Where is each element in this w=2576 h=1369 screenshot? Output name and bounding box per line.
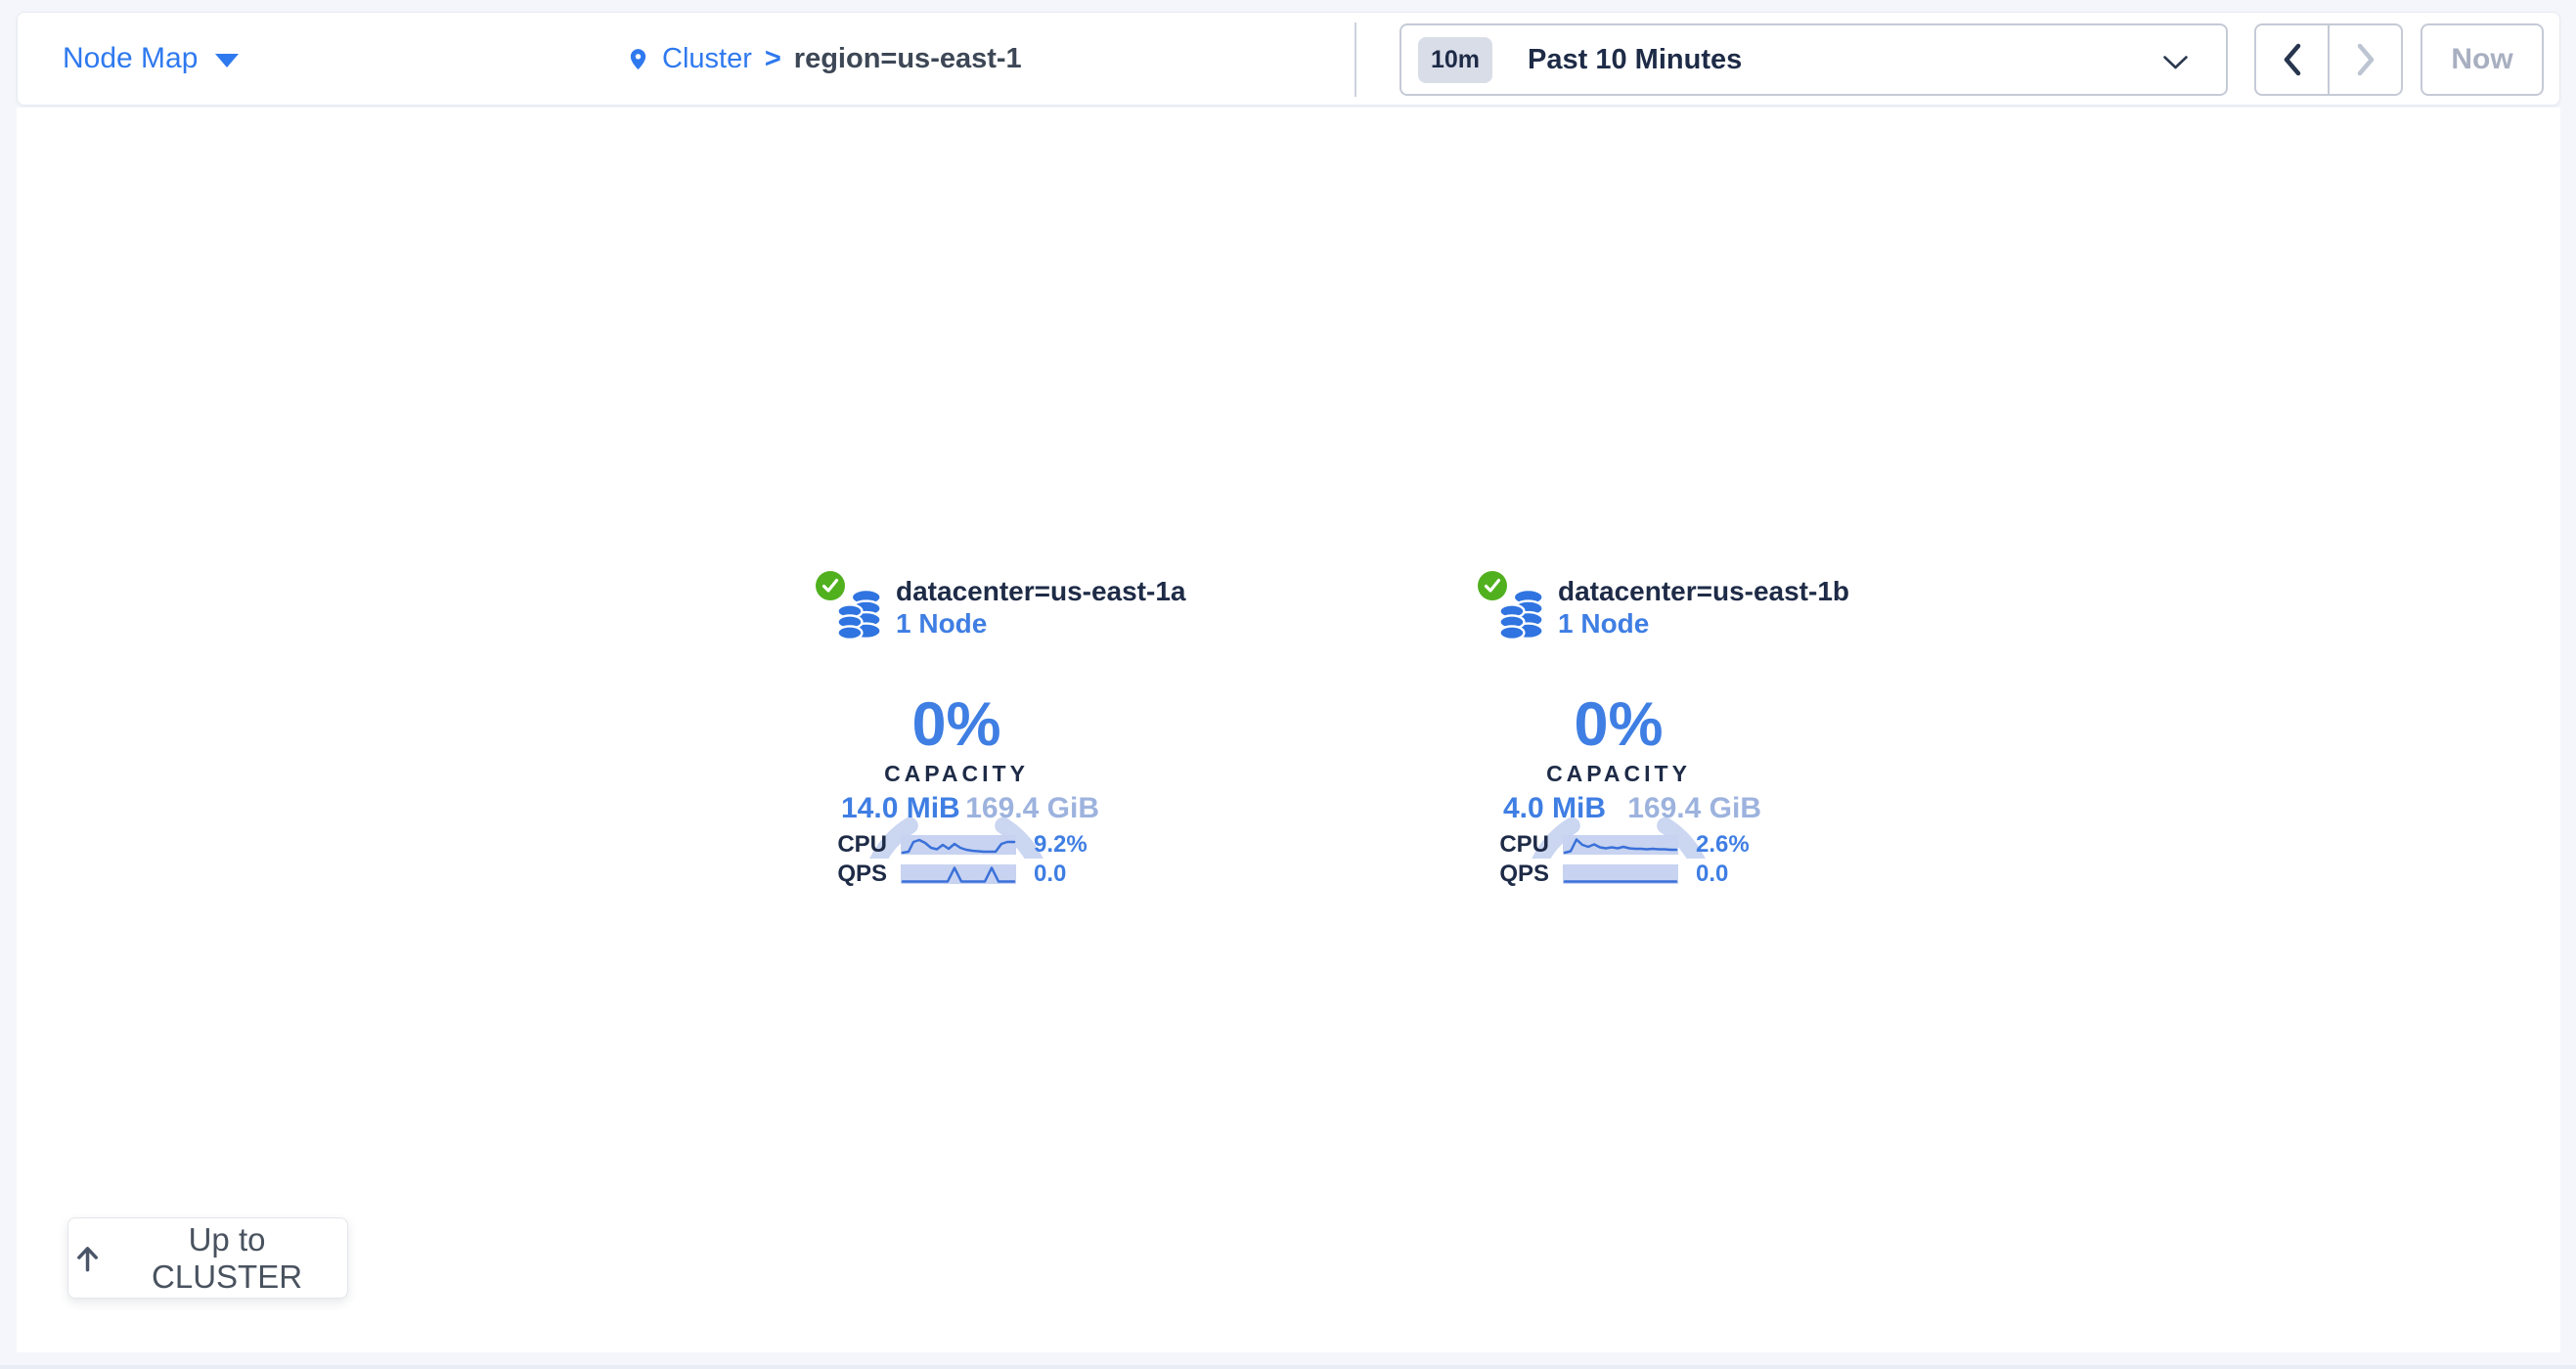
capacity-values: 4.0 MiB 169.4 GiB	[1503, 792, 1761, 825]
datacenter-titles: datacenter=us-east-1b 1 Node	[1558, 575, 1849, 640]
location-pin-icon	[630, 48, 646, 69]
node-map-canvas: datacenter=us-east-1a 1 Node 0% CAPACITY…	[17, 108, 2560, 1352]
breadcrumb-current: region=us-east-1	[793, 42, 1022, 74]
capacity-total: 169.4 GiB	[1627, 792, 1761, 824]
up-to-cluster-button[interactable]: Up to CLUSTER	[67, 1217, 348, 1299]
arrow-up-icon	[77, 1246, 98, 1271]
breadcrumb-separator: >	[764, 42, 781, 74]
time-range-label: Past 10 Minutes	[1528, 43, 1743, 75]
breadcrumb: Cluster > region=us-east-1	[627, 13, 1022, 105]
cpu-value: 2.6%	[1696, 831, 1750, 858]
datacenter-node-count[interactable]: 1 Node	[1558, 608, 1650, 639]
qps-sparkline	[901, 864, 1016, 884]
view-selector-dropdown[interactable]: Node Map	[63, 13, 240, 105]
up-to-cluster-label: Up to CLUSTER	[152, 1220, 303, 1295]
qps-metric-row: QPS 0.0	[1423, 860, 1728, 889]
qps-label: QPS	[837, 861, 887, 887]
capacity-used: 14.0 MiB	[841, 792, 960, 824]
datacenter-group-us-east-1a[interactable]: datacenter=us-east-1a 1 Node 0% CAPACITY…	[761, 567, 1185, 909]
check-circle-icon	[1478, 571, 1507, 600]
cpu-label: CPU	[837, 831, 887, 858]
caret-down-icon	[215, 53, 240, 67]
cpu-metric-row: CPU 9.2%	[761, 830, 1088, 860]
capacity-label: CAPACITY	[1546, 761, 1691, 786]
datacenter-group-us-east-1b[interactable]: datacenter=us-east-1b 1 Node 0% CAPACITY…	[1423, 567, 1849, 909]
topbar-divider	[1355, 22, 1356, 97]
capacity-values: 14.0 MiB 169.4 GiB	[841, 792, 1099, 825]
view-selector-label: Node Map	[63, 42, 199, 74]
time-nav-group	[2254, 23, 2403, 96]
qps-label: QPS	[1499, 861, 1549, 887]
breadcrumb-cluster-link[interactable]: Cluster	[662, 42, 752, 74]
time-prev-button[interactable]	[2256, 25, 2328, 94]
chevron-down-icon	[2163, 56, 2188, 69]
database-stack-icon	[1499, 588, 1544, 640]
time-range-selector[interactable]: 10m Past 10 Minutes	[1399, 23, 2228, 96]
chevron-right-icon	[2357, 43, 2374, 76]
time-next-button[interactable]	[2328, 25, 2401, 94]
cpu-sparkline	[1563, 835, 1678, 855]
cpu-metric-row: CPU 2.6%	[1423, 830, 1750, 860]
capacity-percent: 0%	[1574, 690, 1664, 759]
capacity-used: 4.0 MiB	[1503, 792, 1607, 824]
database-stack-icon	[837, 588, 882, 640]
qps-sparkline	[1563, 864, 1678, 884]
now-button[interactable]: Now	[2421, 23, 2544, 96]
qps-value: 0.0	[1034, 861, 1067, 887]
datacenter-name: datacenter=us-east-1a	[896, 576, 1186, 606]
cpu-sparkline	[901, 835, 1016, 855]
datacenter-titles: datacenter=us-east-1a 1 Node	[896, 575, 1185, 640]
time-range-badge: 10m	[1418, 36, 1493, 83]
cpu-label: CPU	[1499, 831, 1549, 858]
topbar: Node Map Cluster > region=us-east-1 10m …	[17, 12, 2560, 106]
check-circle-icon	[816, 571, 845, 600]
qps-metric-row: QPS 0.0	[761, 860, 1066, 889]
chevron-left-icon	[2284, 43, 2300, 76]
cpu-value: 9.2%	[1034, 831, 1088, 858]
datacenter-name: datacenter=us-east-1b	[1558, 576, 1850, 606]
datacenter-node-count[interactable]: 1 Node	[896, 608, 988, 639]
capacity-percent: 0%	[911, 690, 1001, 759]
qps-value: 0.0	[1696, 861, 1729, 887]
capacity-label: CAPACITY	[884, 761, 1029, 786]
capacity-total: 169.4 GiB	[965, 792, 1099, 824]
